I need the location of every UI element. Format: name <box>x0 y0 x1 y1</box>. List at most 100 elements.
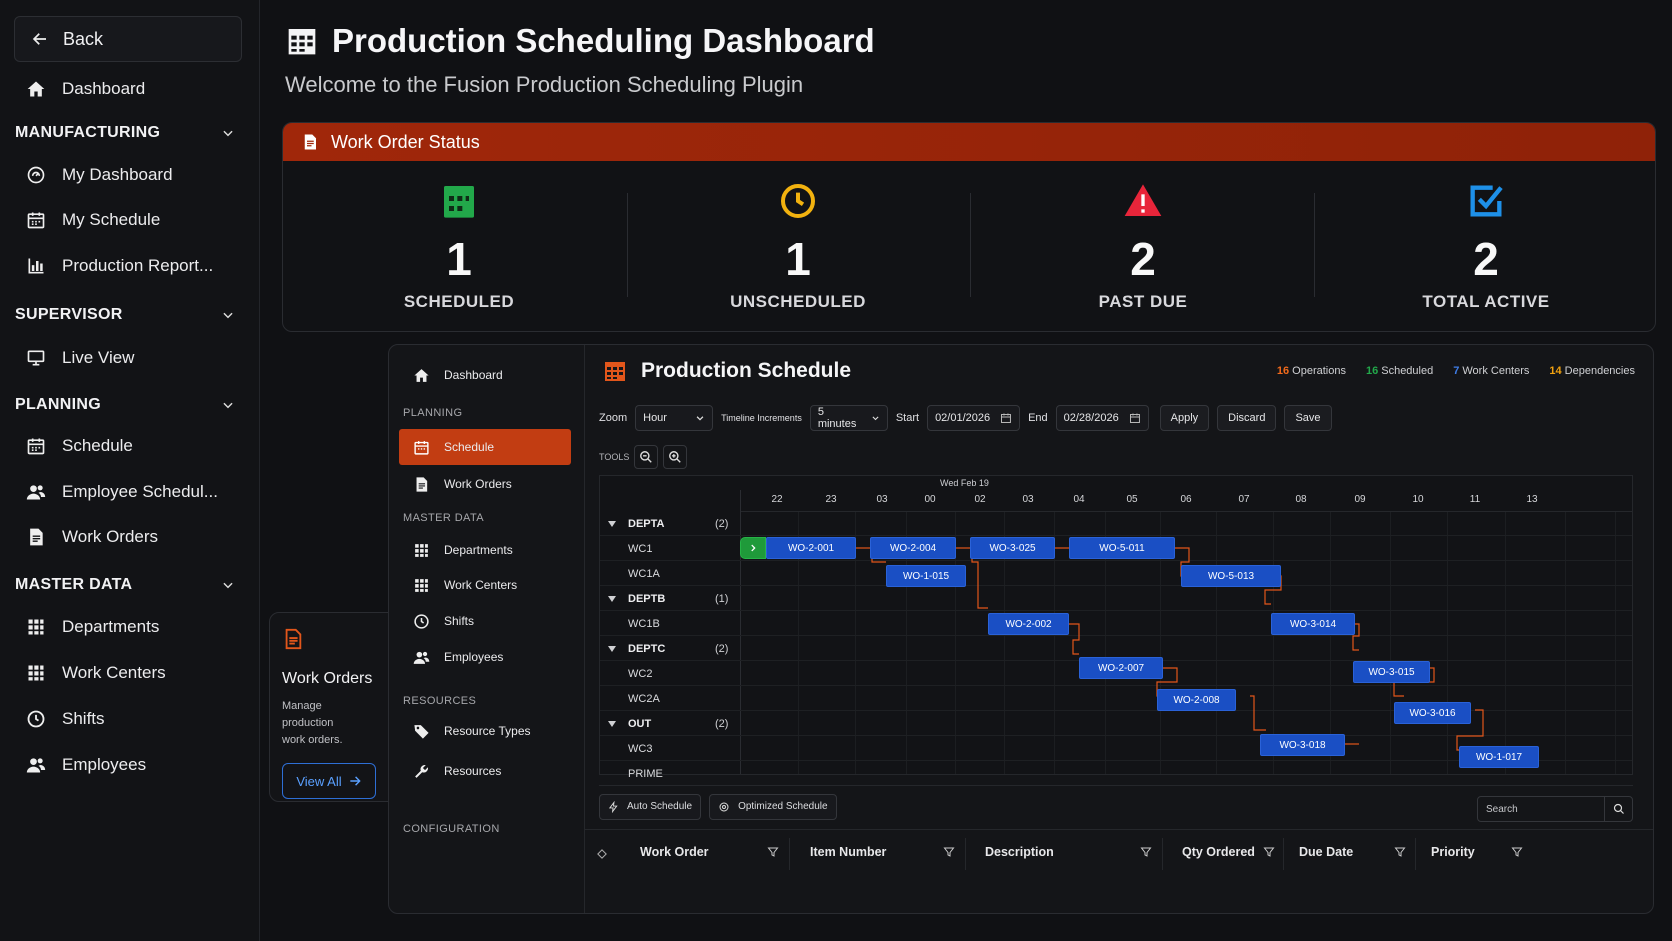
gantt-bar[interactable]: WO-1-015 <box>886 565 966 587</box>
sidebar-item-work-orders[interactable]: Work Orders <box>26 522 158 552</box>
sidebar-item-production-report[interactable]: Production Report... <box>26 251 213 281</box>
apply-button[interactable]: Apply <box>1159 405 1210 431</box>
column-header[interactable]: Priority <box>1431 845 1475 859</box>
inner-nav-employees[interactable]: Employees <box>399 639 571 675</box>
gantt-bar[interactable]: WO-3-018 <box>1260 734 1345 756</box>
gantt-bar[interactable]: WO-3-025 <box>970 537 1055 559</box>
sidebar-item-live-view[interactable]: Live View <box>26 343 134 373</box>
sidebar-item-departments[interactable]: Departments <box>26 612 159 642</box>
divider <box>965 838 966 870</box>
inner-nav-label: Employees <box>444 650 504 664</box>
gantt-bar[interactable]: WO-5-011 <box>1069 537 1175 559</box>
view-all-button[interactable]: View All <box>282 763 376 799</box>
collapse-triangle-icon <box>608 721 616 727</box>
filter-icon[interactable] <box>1140 846 1152 858</box>
inner-nav-work-orders[interactable]: Work Orders <box>399 466 571 502</box>
sidebar-item-my-dashboard[interactable]: My Dashboard <box>26 160 173 190</box>
gantt-bar[interactable]: WO-2-008 <box>1157 689 1236 711</box>
section-supervisor[interactable]: SUPERVISOR <box>15 306 235 324</box>
gantt-hour-header: 22 23 03 00 02 03 04 05 06 07 08 09 10 1… <box>740 490 1632 512</box>
inner-nav-label: Dashboard <box>444 368 503 382</box>
sidebar-item-dashboard[interactable]: Dashboard <box>26 74 145 104</box>
increments-select[interactable]: 5 minutes <box>809 405 888 431</box>
filter-icon[interactable] <box>1511 846 1523 858</box>
gantt-bar[interactable]: WO-2-002 <box>988 613 1069 635</box>
gantt-bar[interactable]: WO-3-016 <box>1394 702 1471 724</box>
gantt-row-dept[interactable]: DEPTA (2) <box>600 512 1632 536</box>
gantt-start-marker[interactable] <box>740 537 766 559</box>
page-title: Production Scheduling Dashboard <box>286 22 875 60</box>
inner-nav-shifts[interactable]: Shifts <box>399 603 571 639</box>
tag-icon <box>414 724 429 739</box>
back-label: Back <box>63 28 104 49</box>
end-date-input[interactable]: 02/28/2026 <box>1055 405 1149 431</box>
sidebar-item-label: My Dashboard <box>62 165 173 184</box>
sidebar-item-shifts[interactable]: Shifts <box>26 704 105 734</box>
stat-num: 14 <box>1549 365 1562 377</box>
end-label: End <box>1028 412 1048 424</box>
divider <box>627 193 628 297</box>
column-header[interactable]: Qty Ordered <box>1182 845 1255 859</box>
optimized-schedule-button[interactable]: Optimized Schedule <box>709 793 837 820</box>
inner-nav-resources[interactable]: Resources <box>399 753 571 789</box>
row-label: WC1 <box>628 543 653 555</box>
grid-line <box>1447 512 1448 774</box>
gantt-row-workcenter: WC1A <box>600 562 1632 586</box>
filter-icon[interactable] <box>767 846 779 858</box>
filter-icon[interactable] <box>1394 846 1406 858</box>
grid-line <box>1105 512 1106 774</box>
zoom-select[interactable]: Hour <box>635 405 714 431</box>
back-button[interactable]: Back <box>14 16 242 62</box>
section-planning[interactable]: PLANNING <box>15 396 235 414</box>
zoom-in-button[interactable] <box>663 445 688 469</box>
wrench-icon <box>415 764 428 778</box>
inner-nav-departments[interactable]: Departments <box>399 532 571 568</box>
filter-icon[interactable] <box>943 846 955 858</box>
column-header[interactable]: Description <box>985 845 1054 859</box>
gantt-row-workcenter: WC1B <box>600 612 1632 636</box>
select-all-icon[interactable] <box>597 849 607 859</box>
auto-schedule-button[interactable]: Auto Schedule <box>599 793 702 820</box>
document-icon <box>416 476 428 492</box>
sidebar-item-schedule[interactable]: Schedule <box>26 431 133 461</box>
sidebar-item-employee-schedule[interactable]: Employee Schedul... <box>26 477 218 507</box>
sidebar-item-employees[interactable]: Employees <box>26 750 146 780</box>
column-header[interactable]: Item Number <box>810 845 887 859</box>
start-date-input[interactable]: 02/01/2026 <box>927 405 1021 431</box>
gantt-bar[interactable]: WO-5-013 <box>1181 565 1281 587</box>
stat-operations: 16 Operations <box>1277 365 1346 377</box>
gantt-bar[interactable]: WO-2-007 <box>1079 657 1163 679</box>
grid-line <box>798 512 799 774</box>
zoom-in-icon <box>669 451 682 463</box>
search-input[interactable]: Search <box>1477 796 1633 822</box>
column-header[interactable]: Due Date <box>1299 845 1354 859</box>
section-manufacturing[interactable]: MANUFACTURING <box>15 124 235 142</box>
save-button[interactable]: Save <box>1284 405 1332 431</box>
gantt-bar[interactable]: WO-3-014 <box>1271 613 1355 635</box>
filter-icon[interactable] <box>1263 846 1275 858</box>
gantt-bar[interactable]: WO-3-015 <box>1353 661 1430 683</box>
stat-unscheduled: 1 UNSCHEDULED <box>628 181 968 312</box>
sidebar-item-work-centers[interactable]: Work Centers <box>26 658 166 688</box>
gantt-bar[interactable]: WO-2-001 <box>766 537 856 559</box>
row-label: DEPTB <box>628 593 666 605</box>
work-order-table-header: Work Order Item Number Description Qty O… <box>585 829 1653 877</box>
inner-nav-work-centers[interactable]: Work Centers <box>399 567 571 603</box>
stat-past-due: 2 PAST DUE <box>973 181 1313 312</box>
gantt-row-dept[interactable]: OUT (2) <box>600 712 1632 736</box>
sidebar-item-my-schedule[interactable]: My Schedule <box>26 205 160 235</box>
column-header[interactable]: Work Order <box>640 845 709 859</box>
discard-button[interactable]: Discard <box>1217 405 1277 431</box>
inner-nav-dashboard[interactable]: Dashboard <box>399 357 571 393</box>
search-button[interactable] <box>1604 797 1632 821</box>
gantt-bar[interactable]: WO-2-004 <box>870 537 956 559</box>
work-order-status-card: Work Order Status 1 SCHEDULED 1 UNSCHEDU… <box>282 122 1656 332</box>
gantt-bar[interactable]: WO-1-017 <box>1459 746 1539 768</box>
section-master-data[interactable]: MASTER DATA <box>15 576 235 594</box>
users-icon <box>413 651 430 664</box>
zoom-out-button[interactable] <box>634 445 659 469</box>
inner-nav-schedule[interactable]: Schedule <box>399 429 571 465</box>
gantt-row-dept[interactable]: DEPTB (1) <box>600 587 1632 611</box>
start-label: Start <box>895 412 920 424</box>
inner-nav-resource-types[interactable]: Resource Types <box>399 713 571 749</box>
